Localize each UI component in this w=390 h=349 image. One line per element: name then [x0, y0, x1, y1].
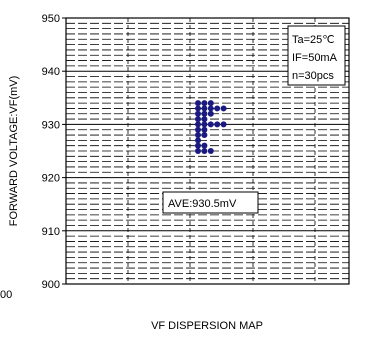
y-tick-label: 900	[42, 279, 60, 291]
y-tick-label: 910	[42, 226, 60, 238]
data-point	[201, 110, 208, 117]
plot-frame	[65, 17, 350, 285]
data-point	[195, 116, 201, 123]
data-point	[207, 121, 214, 128]
conditions-box-frame	[287, 25, 346, 86]
y-tick-label: 940	[42, 66, 60, 78]
data-point	[195, 121, 201, 128]
condition-ta: Ta=25℃	[292, 34, 335, 46]
y-axis-title: FORWARD VOLTAGE:VF(mV)	[8, 76, 20, 227]
data-point	[201, 116, 208, 123]
condition-n: n=30pcs	[292, 70, 334, 82]
data-point	[207, 110, 214, 117]
y-tick-label: 930	[42, 119, 60, 131]
condition-if: IF=50mA	[292, 52, 338, 64]
y-tick-labels: 900 910 920 930 940 950	[42, 13, 66, 291]
data-point	[207, 105, 214, 112]
data-point	[201, 142, 208, 149]
average-box: AVE:930.5mV	[162, 191, 259, 214]
data-point	[195, 110, 201, 117]
data-point	[201, 148, 208, 154]
data-point	[207, 100, 214, 107]
data-point	[195, 105, 201, 112]
data-point	[195, 100, 201, 107]
y-tick-label: 950	[42, 13, 60, 25]
data-point	[195, 148, 201, 154]
data-point	[201, 121, 208, 128]
conditions-box: Ta=25℃ IF=50mA n=30pcs	[287, 25, 346, 86]
data-point	[220, 105, 227, 112]
data-point	[195, 132, 201, 139]
data-point	[207, 148, 214, 154]
chart-caption: VF DISPERSION MAP	[151, 320, 263, 332]
data-point	[195, 126, 201, 133]
average-box-frame	[162, 191, 259, 214]
data-point	[214, 121, 221, 128]
data-point	[195, 142, 201, 149]
data-point	[220, 121, 227, 128]
y-tick-label: 920	[42, 173, 60, 185]
x-tick-label-fragment: 00	[0, 289, 12, 301]
data-points	[195, 100, 227, 154]
data-point	[201, 105, 208, 112]
data-point	[201, 132, 208, 139]
average-label: AVE:930.5mV	[168, 198, 237, 210]
data-point	[214, 105, 221, 112]
data-point	[201, 100, 208, 107]
data-point	[195, 137, 201, 144]
data-point	[201, 126, 208, 133]
